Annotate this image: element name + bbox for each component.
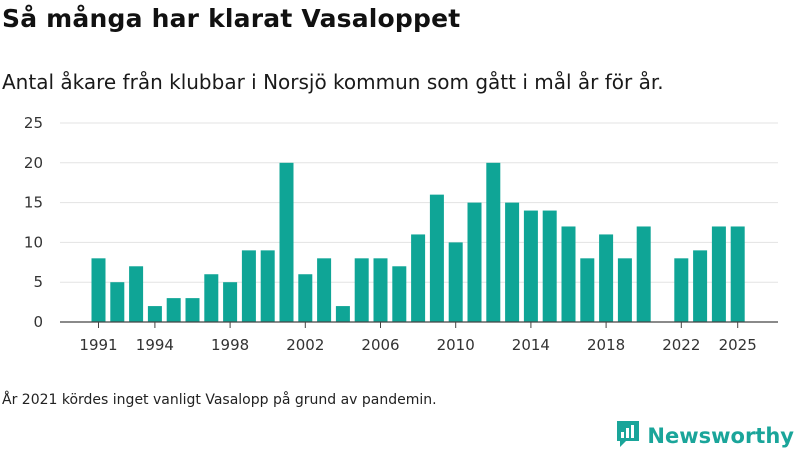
y-tick-label: 5	[33, 273, 43, 291]
bar-1992	[110, 282, 125, 322]
x-tick-label: 2018	[587, 336, 625, 354]
bar-2005	[354, 258, 369, 322]
bar-2004	[335, 306, 350, 322]
newsworthy-logo-icon	[616, 420, 640, 452]
x-tick-label: 2022	[662, 336, 700, 354]
bars	[91, 162, 745, 322]
bar-2019	[617, 258, 632, 322]
chart-subtitle: Antal åkare från klubbar i Norsjö kommun…	[2, 70, 664, 94]
bar-1995	[166, 298, 181, 322]
brand-name: Newsworthy	[647, 424, 794, 448]
bar-2006	[373, 258, 388, 322]
bar-2018	[599, 234, 614, 322]
bar-2025	[730, 226, 745, 322]
x-tick-label: 2025	[719, 336, 757, 354]
y-tick-label: 15	[24, 194, 43, 212]
bar-2015	[542, 210, 557, 322]
bar-1996	[185, 298, 200, 322]
bar-2011	[467, 202, 482, 322]
y-tick-label: 0	[33, 313, 43, 331]
x-tick-label: 2010	[437, 336, 475, 354]
bar-2014	[523, 210, 538, 322]
bar-2013	[505, 202, 520, 322]
x-tick-label: 1991	[79, 336, 117, 354]
y-tick-label: 25	[24, 114, 43, 132]
bar-1993	[129, 266, 144, 322]
bar-2003	[317, 258, 332, 322]
bar-2020	[636, 226, 651, 322]
y-tick-label: 10	[24, 233, 43, 251]
x-tick-label: 2014	[512, 336, 550, 354]
bar-2022	[674, 258, 689, 322]
bar-2017	[580, 258, 595, 322]
bar-1997	[204, 274, 219, 322]
bar-2010	[448, 242, 463, 322]
bar-2007	[392, 266, 407, 322]
bar-2008	[411, 234, 426, 322]
bar-2009	[429, 194, 444, 322]
bar-2002	[298, 274, 313, 322]
brand-logo: Newsworthy	[616, 420, 794, 452]
x-tick-label: 2002	[286, 336, 324, 354]
bar-2016	[561, 226, 576, 322]
bar-1994	[147, 306, 162, 322]
bar-1999	[241, 250, 256, 322]
y-tick-label: 20	[24, 154, 43, 172]
bar-2024	[711, 226, 726, 322]
bar-1998	[223, 282, 238, 322]
bar-2001	[279, 162, 294, 322]
bar-1991	[91, 258, 106, 322]
bar-2000	[260, 250, 275, 322]
x-tick-label: 1994	[136, 336, 174, 354]
footnote: År 2021 kördes inget vanligt Vasalopp på…	[2, 392, 437, 408]
bar-2023	[693, 250, 708, 322]
x-tick-label: 1998	[211, 336, 249, 354]
chart-title: Så många har klarat Vasaloppet	[2, 4, 461, 33]
bar-2012	[486, 162, 501, 322]
x-tick-label: 2006	[361, 336, 399, 354]
